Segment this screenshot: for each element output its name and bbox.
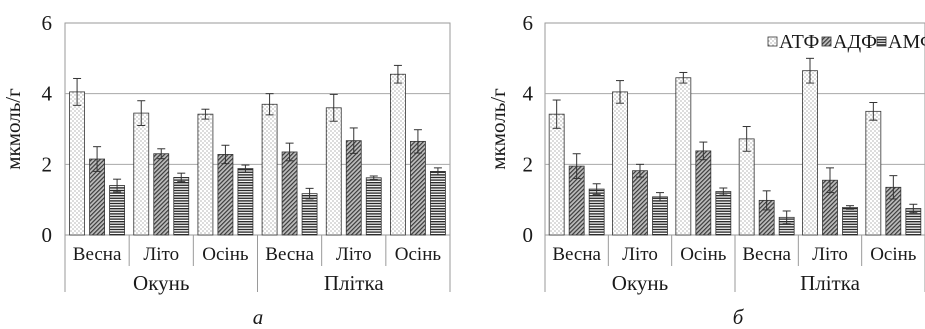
bar-amp (365, 177, 382, 236)
panel-label: а (253, 305, 264, 329)
category-label: Літо (622, 244, 658, 265)
y-tick-label: 0 (523, 223, 534, 247)
category-label: Весна (265, 244, 314, 265)
bar-atp (197, 113, 214, 236)
bar-amp (109, 185, 125, 236)
bar-adp (153, 153, 170, 236)
category-label: Весна (552, 244, 601, 265)
y-tick-label: 6 (42, 11, 53, 35)
group-label: Окунь (612, 271, 668, 295)
bar-atp (325, 107, 342, 236)
legend-swatch-atp (767, 36, 778, 47)
bar-amp (588, 188, 605, 236)
bar-amp (652, 196, 668, 236)
bar-atp (390, 73, 406, 236)
bar-amp (173, 177, 190, 236)
y-tick-label: 0 (42, 223, 53, 247)
y-axis-label: мкмоль/г (486, 88, 510, 170)
bar-adp (281, 151, 298, 236)
group-label: Окунь (133, 271, 189, 295)
category-label: Літо (143, 244, 179, 265)
y-tick-label: 2 (523, 152, 534, 176)
category-label: Осінь (870, 244, 917, 265)
group-label: Плітка (324, 271, 385, 295)
y-tick-label: 2 (42, 152, 53, 176)
category-label: Осінь (202, 244, 249, 265)
legend-swatch-amp (876, 36, 887, 47)
legend-label-amp: АМФ (888, 31, 925, 53)
panel-label: б (733, 305, 745, 329)
bar-amp (842, 207, 858, 236)
plot-area (544, 22, 925, 236)
category-label: Літо (812, 244, 848, 265)
category-label: Осінь (680, 244, 727, 265)
bar-atp (261, 103, 278, 236)
bar-amp (301, 193, 318, 236)
bar-atp (548, 113, 565, 236)
bar-amp (430, 170, 446, 236)
chart-panel-а: 0 2 4 6 мкмоль/г Весна Літо Осінь Весна Літо Осінь… (1, 11, 451, 329)
bar-atp (69, 91, 85, 236)
category-label: Осінь (395, 244, 442, 265)
bar-amp (237, 168, 254, 236)
legend-swatch-adp (821, 36, 832, 47)
y-tick-label: 4 (42, 82, 53, 106)
bar-atp (133, 112, 150, 236)
plot-area (64, 22, 451, 236)
bar-adp (410, 140, 426, 236)
bar-atp (612, 91, 628, 236)
bar-adp (632, 170, 648, 236)
bar-adp (345, 140, 362, 236)
y-axis-label: мкмоль/г (1, 88, 25, 170)
chart-panel-б: 0 2 4 6 мкмоль/г Весна Літо Осінь Весна Літо Осінь… (486, 11, 925, 329)
bar-atp (802, 70, 818, 236)
category-label: Літо (336, 244, 372, 265)
bar-amp (715, 191, 732, 236)
bar-adp (217, 154, 234, 236)
legend-label-atp: АТФ (779, 31, 819, 53)
bar-atp (865, 110, 882, 236)
bar-adp (695, 150, 712, 236)
bar-atp (738, 138, 755, 236)
y-tick-label: 6 (523, 11, 534, 35)
category-label: Весна (73, 244, 122, 265)
category-label: Весна (742, 244, 791, 265)
legend: АТФ АДФ АМФ (767, 31, 925, 53)
group-label: Плітка (800, 271, 861, 295)
bar-atp (675, 77, 692, 236)
legend-label-adp: АДФ (833, 31, 877, 53)
y-tick-label: 4 (523, 82, 534, 106)
